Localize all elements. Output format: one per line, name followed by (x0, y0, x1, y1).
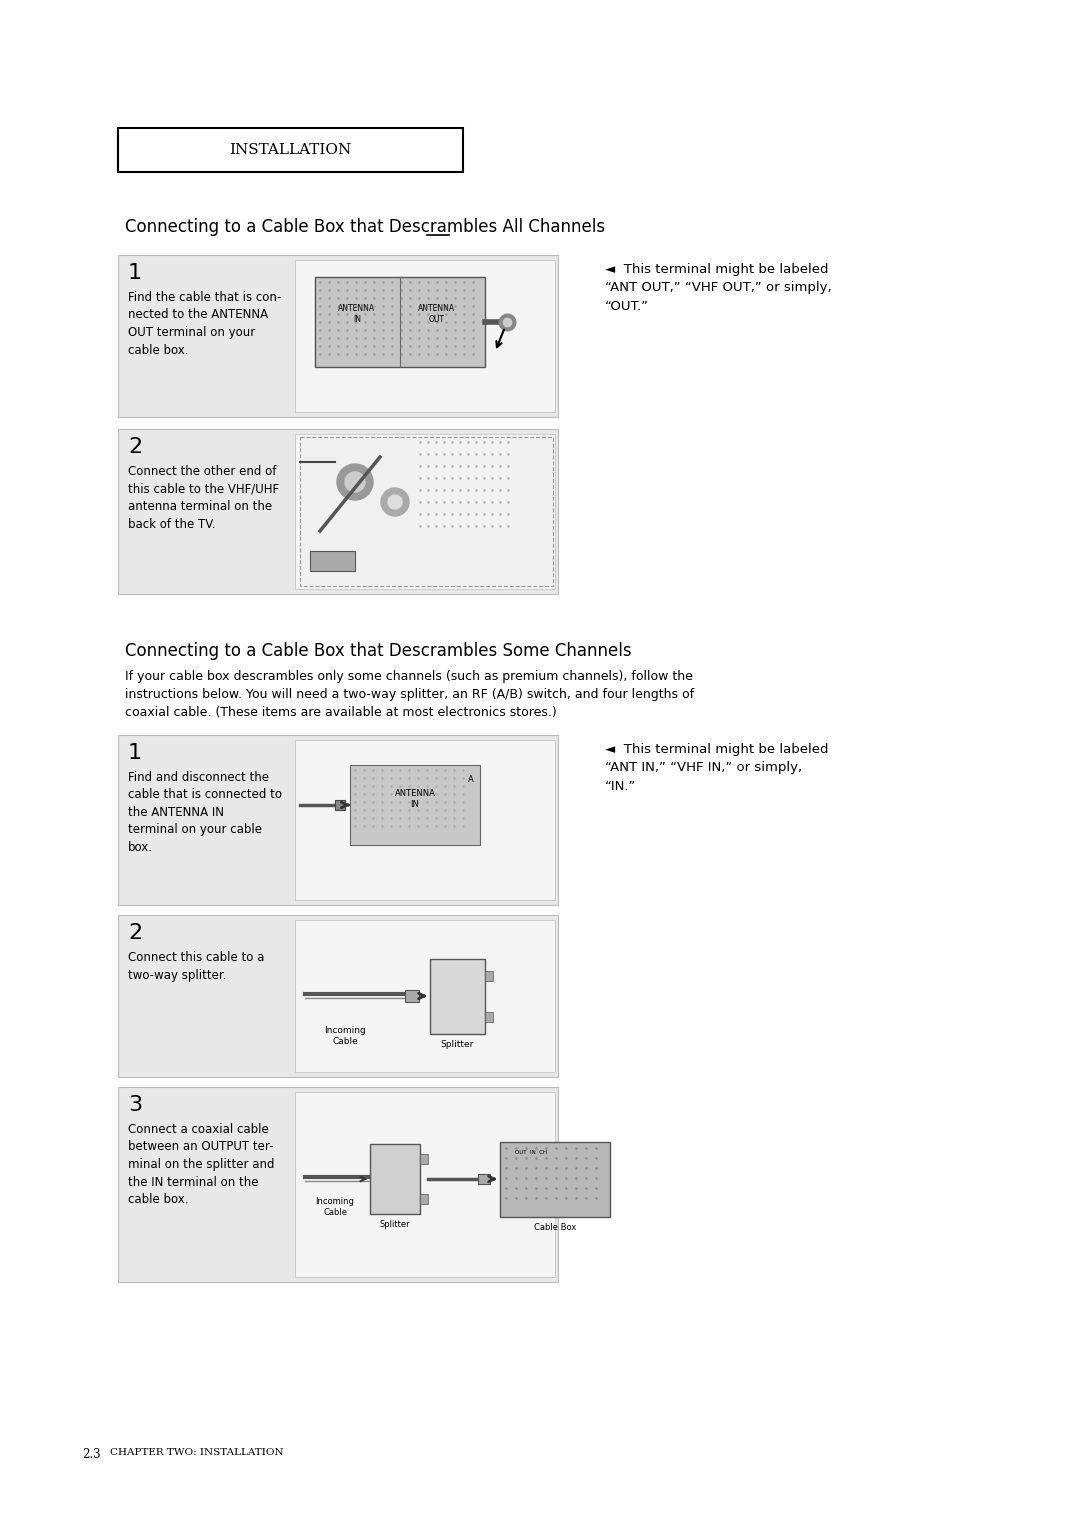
Text: 2.3: 2.3 (82, 1449, 100, 1461)
Text: Cable Box: Cable Box (534, 1222, 577, 1232)
Bar (118, 735, 558, 905)
Text: 2: 2 (129, 923, 143, 943)
Text: ANTENNA
IN: ANTENNA IN (394, 788, 435, 810)
Bar (315, 277, 485, 367)
Text: ◄  This terminal might be labeled
“ANT OUT,” “VHF OUT,” or simply,
“OUT.”: ◄ This terminal might be labeled “ANT OU… (605, 263, 832, 313)
Bar (118, 128, 463, 173)
Text: ANTENNA
IN: ANTENNA IN (338, 304, 376, 324)
Bar (118, 915, 558, 1077)
Bar (118, 1086, 558, 1282)
Text: 1: 1 (129, 743, 143, 762)
Bar (350, 766, 480, 845)
Bar (118, 429, 558, 594)
Bar (295, 1093, 555, 1277)
Bar (500, 1141, 610, 1216)
Text: coaxial cable. (These items are available at most electronics stores.): coaxial cable. (These items are availabl… (125, 706, 557, 720)
Text: Connecting to a Cable Box that Descrambles Some Channels: Connecting to a Cable Box that Descrambl… (125, 642, 632, 660)
Text: Incoming
Cable: Incoming Cable (315, 1196, 354, 1218)
Bar (295, 740, 555, 900)
Bar (430, 960, 485, 1034)
Text: INSTALLATION: INSTALLATION (229, 144, 351, 157)
Text: Find the cable that is con-
nected to the ANTENNA
OUT terminal on your
cable box: Find the cable that is con- nected to th… (129, 290, 281, 356)
Bar (300, 437, 553, 587)
Bar (335, 801, 345, 810)
Text: instructions below. You will need a two-way splitter, an RF (A/B) switch, and fo: instructions below. You will need a two-… (125, 688, 694, 701)
Text: Connect this cable to a
two-way splitter.: Connect this cable to a two-way splitter… (129, 950, 265, 981)
Text: Connect the other end of
this cable to the VHF/UHF
antenna terminal on the
back : Connect the other end of this cable to t… (129, 465, 279, 530)
Text: OUT  IN  CH: OUT IN CH (515, 1151, 548, 1155)
Bar (420, 1154, 428, 1164)
Text: Connect a coaxial cable
between an OUTPUT ter-
minal on the splitter and
the IN : Connect a coaxial cable between an OUTPU… (129, 1123, 274, 1206)
Bar (420, 1193, 428, 1204)
Circle shape (381, 487, 409, 516)
Bar (295, 434, 555, 588)
Text: CHAPTER TWO: INSTALLATION: CHAPTER TWO: INSTALLATION (110, 1449, 284, 1458)
Bar (295, 260, 555, 413)
Text: Connecting to a Cable Box that Descrambles All Channels: Connecting to a Cable Box that Descrambl… (125, 219, 605, 235)
Bar (370, 1144, 420, 1215)
Bar (405, 990, 419, 1002)
Text: If your cable box descrambles only some channels (such as premium channels), fol: If your cable box descrambles only some … (125, 669, 693, 683)
Bar (295, 920, 555, 1073)
Text: Incoming
Cable: Incoming Cable (324, 1025, 366, 1047)
Text: 3: 3 (129, 1096, 143, 1115)
Circle shape (388, 495, 402, 509)
Text: Find and disconnect the
cable that is connected to
the ANTENNA IN
terminal on yo: Find and disconnect the cable that is co… (129, 772, 282, 854)
Text: Splitter: Splitter (441, 1041, 474, 1050)
Circle shape (337, 465, 373, 500)
Text: A: A (468, 775, 474, 784)
Circle shape (345, 472, 365, 492)
Text: 1: 1 (129, 263, 143, 283)
Text: ◄  This terminal might be labeled
“ANT IN,” “VHF IN,” or simply,
“IN.”: ◄ This terminal might be labeled “ANT IN… (605, 743, 828, 793)
Text: ANTENNA
OUT: ANTENNA OUT (418, 304, 456, 324)
Bar (485, 1012, 492, 1022)
Text: Splitter: Splitter (380, 1219, 410, 1229)
Bar (310, 552, 355, 571)
Bar (485, 970, 492, 981)
Bar (478, 1174, 490, 1184)
Text: 2: 2 (129, 437, 143, 457)
Bar (118, 255, 558, 417)
